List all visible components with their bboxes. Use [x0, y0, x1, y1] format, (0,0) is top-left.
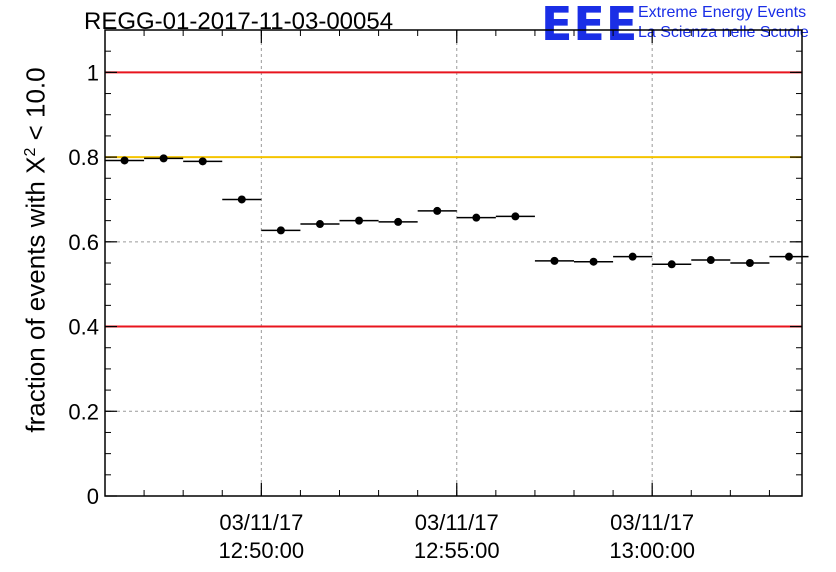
x-tick-label-time: 12:50:00 [219, 538, 305, 563]
data-point [433, 206, 442, 215]
logo-line-1: Extreme Energy Events [638, 4, 807, 21]
data-point [472, 213, 481, 222]
x-tick-label-date: 03/11/17 [610, 510, 694, 535]
x-tick-label-date: 03/11/17 [415, 510, 499, 535]
data-point [355, 216, 364, 225]
data-point [198, 157, 207, 166]
y-tick-label: 0.4 [68, 315, 99, 340]
data-point [120, 156, 129, 165]
data-point [628, 252, 637, 261]
x-tick-label-time: 12:55:00 [414, 538, 500, 563]
data-point [315, 220, 324, 229]
data-point [589, 257, 598, 266]
y-tick-label: 0 [87, 484, 99, 509]
x-tick-label-time: 13:00:00 [609, 538, 695, 563]
plot-frame [104, 29, 803, 497]
data-point [394, 217, 403, 226]
data-point [706, 256, 715, 265]
data-point [784, 252, 793, 261]
data-point [745, 259, 754, 267]
data-point [237, 195, 246, 204]
logo-line-2: La Scienza nelle Scuole [638, 24, 809, 41]
data-point [550, 256, 559, 265]
data-point [667, 260, 676, 269]
x-tick-label-date: 03/11/17 [219, 510, 303, 535]
y-tick-label: 0.8 [68, 145, 99, 170]
y-tick-label: 1 [87, 60, 99, 85]
y-tick-label: 0.2 [68, 399, 99, 424]
data-point [276, 226, 285, 235]
data-point [511, 212, 520, 221]
eee-logo: EEE [541, 0, 639, 51]
y-tick-label: 0.6 [68, 230, 99, 255]
data-point [159, 154, 168, 163]
